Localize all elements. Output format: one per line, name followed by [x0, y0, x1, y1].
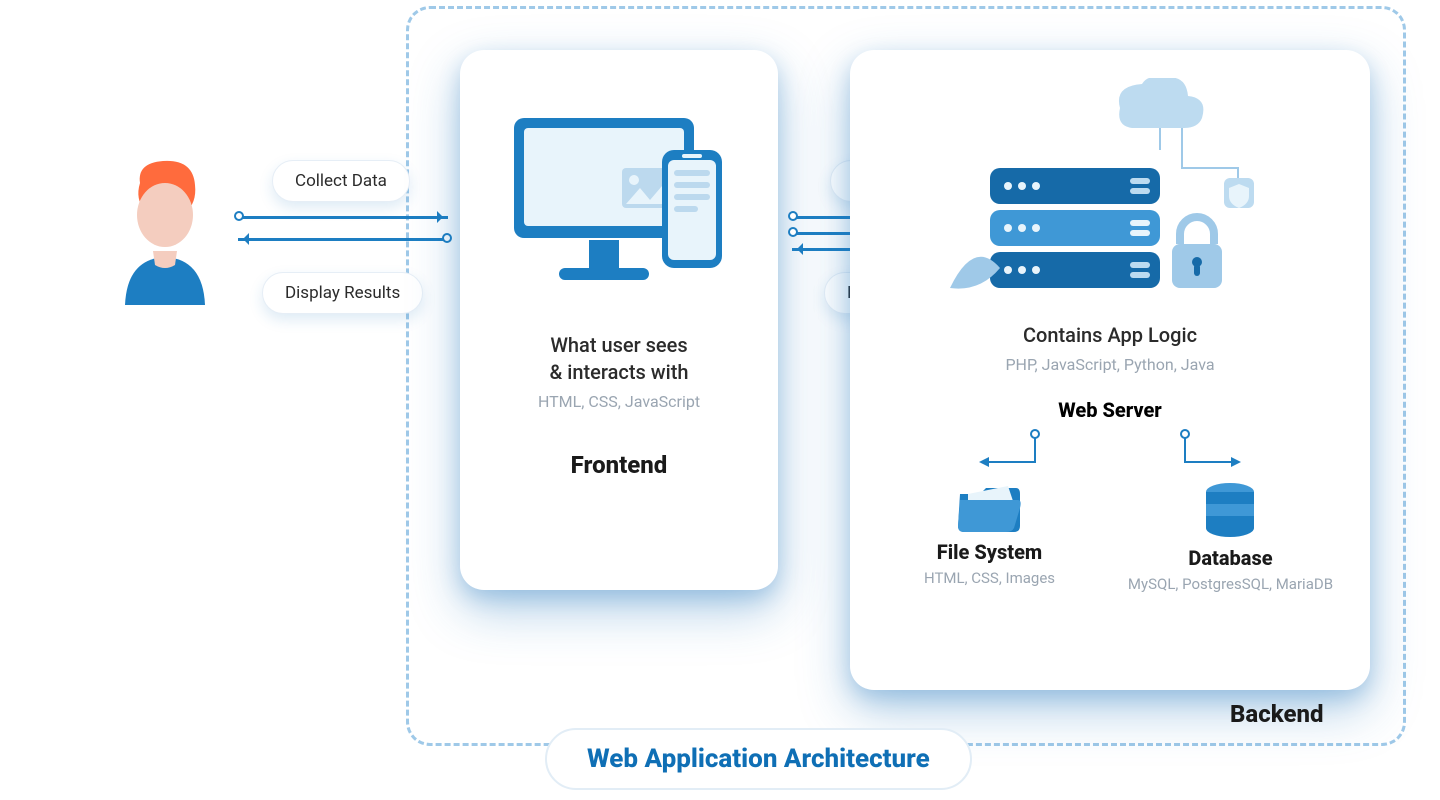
user-icon: [105, 155, 225, 315]
diagram-title: Web Application Architecture: [545, 728, 972, 790]
backend-card: Contains App Logic PHP, JavaScript, Pyth…: [850, 50, 1370, 690]
file-system-block: File System HTML, CSS, Images: [881, 480, 1098, 594]
frontend-title: What user sees & interacts with: [484, 332, 754, 386]
backend-title: Contains App Logic: [874, 322, 1346, 349]
frontend-heading: Frontend: [484, 451, 754, 479]
servers-icon: [920, 78, 1300, 308]
frontend-card: What user sees & interacts with HTML, CS…: [460, 50, 778, 590]
web-server-label: Web Server: [874, 398, 1346, 422]
pill-display-results: Display Results: [262, 272, 423, 314]
database-desc: MySQL, PostgresSQL, MariaDB: [1122, 574, 1339, 594]
backend-sub: PHP, JavaScript, Python, Java: [874, 355, 1346, 374]
file-system-heading: File System: [881, 540, 1098, 564]
folder-icon: [881, 480, 1098, 540]
pill-collect-data: Collect Data: [272, 160, 410, 202]
arrow-user-to-frontend: [238, 216, 448, 219]
frontend-sub: HTML, CSS, JavaScript: [484, 392, 754, 411]
database-block: Database MySQL, PostgresSQL, MariaDB: [1122, 480, 1339, 594]
backend-heading: Backend: [1230, 700, 1323, 728]
database-heading: Database: [1122, 546, 1339, 570]
file-system-desc: HTML, CSS, Images: [881, 568, 1098, 588]
devices-icon: [504, 108, 734, 308]
arrow-frontend-to-user: [238, 238, 448, 241]
backend-connectors: [874, 426, 1346, 486]
database-icon: [1122, 480, 1339, 546]
